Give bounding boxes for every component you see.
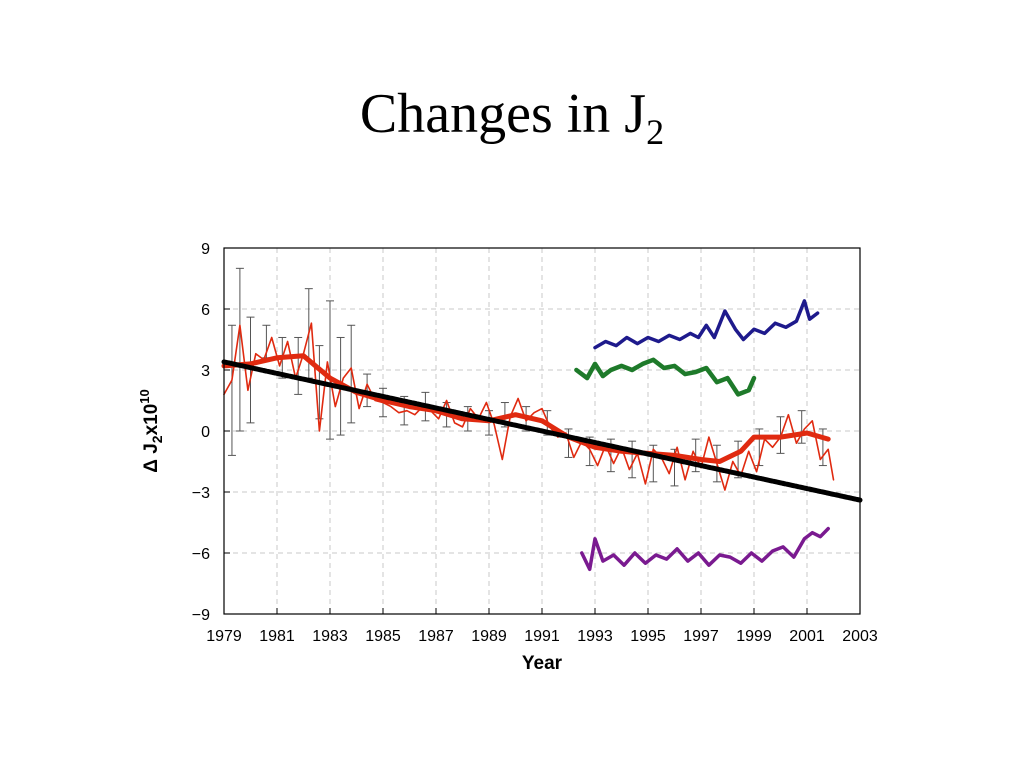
x-tick-label: 1999: [736, 628, 772, 645]
axes: [223, 247, 861, 615]
y-axis-title-sup: 10: [137, 389, 152, 403]
series-lines: [221, 299, 863, 572]
x-tick-label: 1997: [683, 628, 719, 645]
x-tick-label: 1985: [365, 628, 401, 645]
x-tick-label: 1995: [630, 628, 666, 645]
x-axis-title: Year: [522, 653, 563, 674]
series-line-purple: [580, 526, 830, 572]
x-tick-label: 1981: [259, 628, 295, 645]
y-tick-label: 0: [201, 424, 210, 441]
y-axis-title-sub: 2: [149, 435, 165, 443]
series-line-trend: [221, 359, 863, 503]
slide-title: Changes in J2: [0, 82, 1024, 153]
y-tick-label: −3: [192, 485, 210, 502]
slide-title-subscript: 2: [646, 112, 665, 152]
y-tick-label: 9: [201, 241, 210, 258]
y-axis-title-mid: x10: [141, 404, 162, 436]
slide-title-main: Changes in J: [359, 83, 647, 145]
y-axis-title-prefix: Δ J: [141, 443, 162, 473]
x-tick-label: 1991: [524, 628, 560, 645]
x-tick-label: 1983: [312, 628, 348, 645]
x-tick-label: 1979: [206, 628, 242, 645]
x-tick-label: 1993: [577, 628, 613, 645]
tick-labels: 1979 1981 1983 1985 1987 1989 1991 1993 1995 1997…: [192, 241, 878, 645]
x-tick-label: 1989: [471, 628, 507, 645]
x-tick-label: 2001: [789, 628, 825, 645]
y-tick-label: −6: [192, 546, 210, 563]
y-axis-title: Δ J2x1010: [137, 389, 165, 472]
x-tick-label: 1987: [418, 628, 454, 645]
series-line-smoothed: [221, 353, 831, 464]
y-tick-label: 6: [201, 302, 210, 319]
y-tick-label: −9: [192, 607, 210, 624]
x-tick-label: 2003: [842, 628, 878, 645]
y-tick-label: 3: [201, 363, 210, 380]
series-line-blue: [593, 299, 820, 350]
series-line-green: [574, 357, 757, 397]
